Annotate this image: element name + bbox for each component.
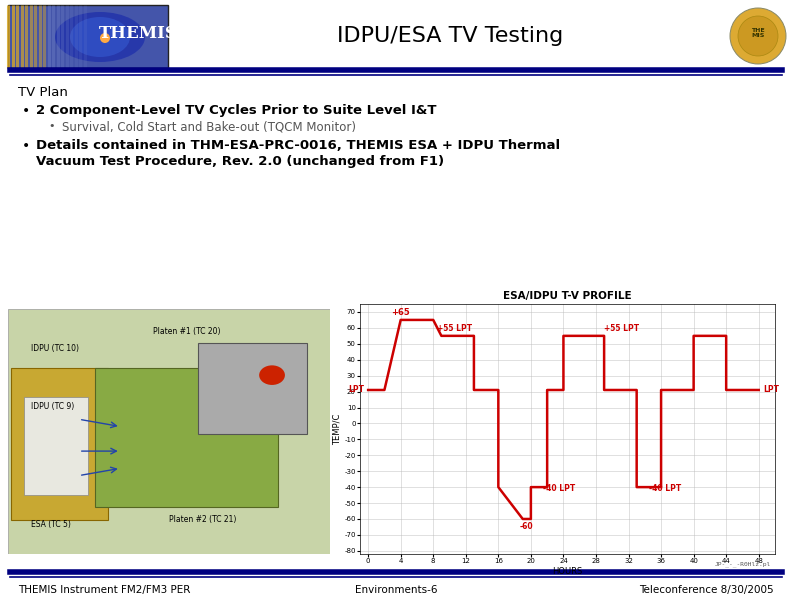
FancyBboxPatch shape <box>8 309 330 554</box>
FancyBboxPatch shape <box>11 368 108 520</box>
Text: Survival, Cold Start and Bake-out (TQCM Monitor): Survival, Cold Start and Bake-out (TQCM … <box>62 121 356 134</box>
Text: Environments-6: Environments-6 <box>355 585 437 595</box>
Text: ESA/IDPU T-V PROFILE: ESA/IDPU T-V PROFILE <box>503 291 632 301</box>
Text: LPT: LPT <box>763 386 779 395</box>
FancyBboxPatch shape <box>8 5 168 68</box>
Text: Platen #1 (TC 20): Platen #1 (TC 20) <box>153 327 220 335</box>
Text: +65: +65 <box>391 308 410 317</box>
Text: 2 Component-Level TV Cycles Prior to Suite Level I&T: 2 Component-Level TV Cycles Prior to Sui… <box>36 104 436 117</box>
X-axis label: HOURS: HOURS <box>552 567 583 576</box>
Text: +55 LPT: +55 LPT <box>437 324 473 333</box>
Text: •: • <box>49 121 55 131</box>
FancyBboxPatch shape <box>198 343 307 434</box>
Text: THEMIS: THEMIS <box>98 24 177 42</box>
Text: Teleconference 8/30/2005: Teleconference 8/30/2005 <box>639 585 774 595</box>
Text: Details contained in THM-ESA-PRC-0016, THEMIS ESA + IDPU Thermal: Details contained in THM-ESA-PRC-0016, T… <box>36 139 560 152</box>
Circle shape <box>100 33 110 43</box>
Ellipse shape <box>70 17 130 57</box>
Text: •: • <box>22 139 30 153</box>
Text: +55 LPT: +55 LPT <box>604 324 639 333</box>
Text: -40 LPT: -40 LPT <box>649 484 681 493</box>
Text: THEMIS Instrument FM2/FM3 PER: THEMIS Instrument FM2/FM3 PER <box>18 585 190 595</box>
Circle shape <box>730 8 786 64</box>
Circle shape <box>259 365 285 385</box>
Text: ESA (TC 5): ESA (TC 5) <box>31 520 70 529</box>
FancyBboxPatch shape <box>24 397 89 495</box>
Text: JP-_-_-R0Hlz.pl: JP-_-_-R0Hlz.pl <box>715 561 771 567</box>
FancyBboxPatch shape <box>95 368 279 507</box>
Text: TV Plan: TV Plan <box>18 86 68 99</box>
Text: IDPU/ESA TV Testing: IDPU/ESA TV Testing <box>337 26 563 46</box>
Text: •: • <box>22 104 30 118</box>
Text: -60: -60 <box>520 522 534 531</box>
Text: Platen #2 (TC 21): Platen #2 (TC 21) <box>169 515 236 524</box>
Text: Vacuum Test Procedure, Rev. 2.0 (unchanged from F1): Vacuum Test Procedure, Rev. 2.0 (unchang… <box>36 155 444 168</box>
Ellipse shape <box>55 12 145 62</box>
Text: IDPU (TC 9): IDPU (TC 9) <box>31 403 74 411</box>
Text: -40 LPT: -40 LPT <box>543 484 575 493</box>
Circle shape <box>738 16 778 56</box>
Text: IDPU (TC 10): IDPU (TC 10) <box>31 344 78 353</box>
Text: LPT: LPT <box>348 386 364 395</box>
Y-axis label: TEMP/C: TEMP/C <box>333 413 341 445</box>
Text: THE
MIS: THE MIS <box>751 28 765 39</box>
